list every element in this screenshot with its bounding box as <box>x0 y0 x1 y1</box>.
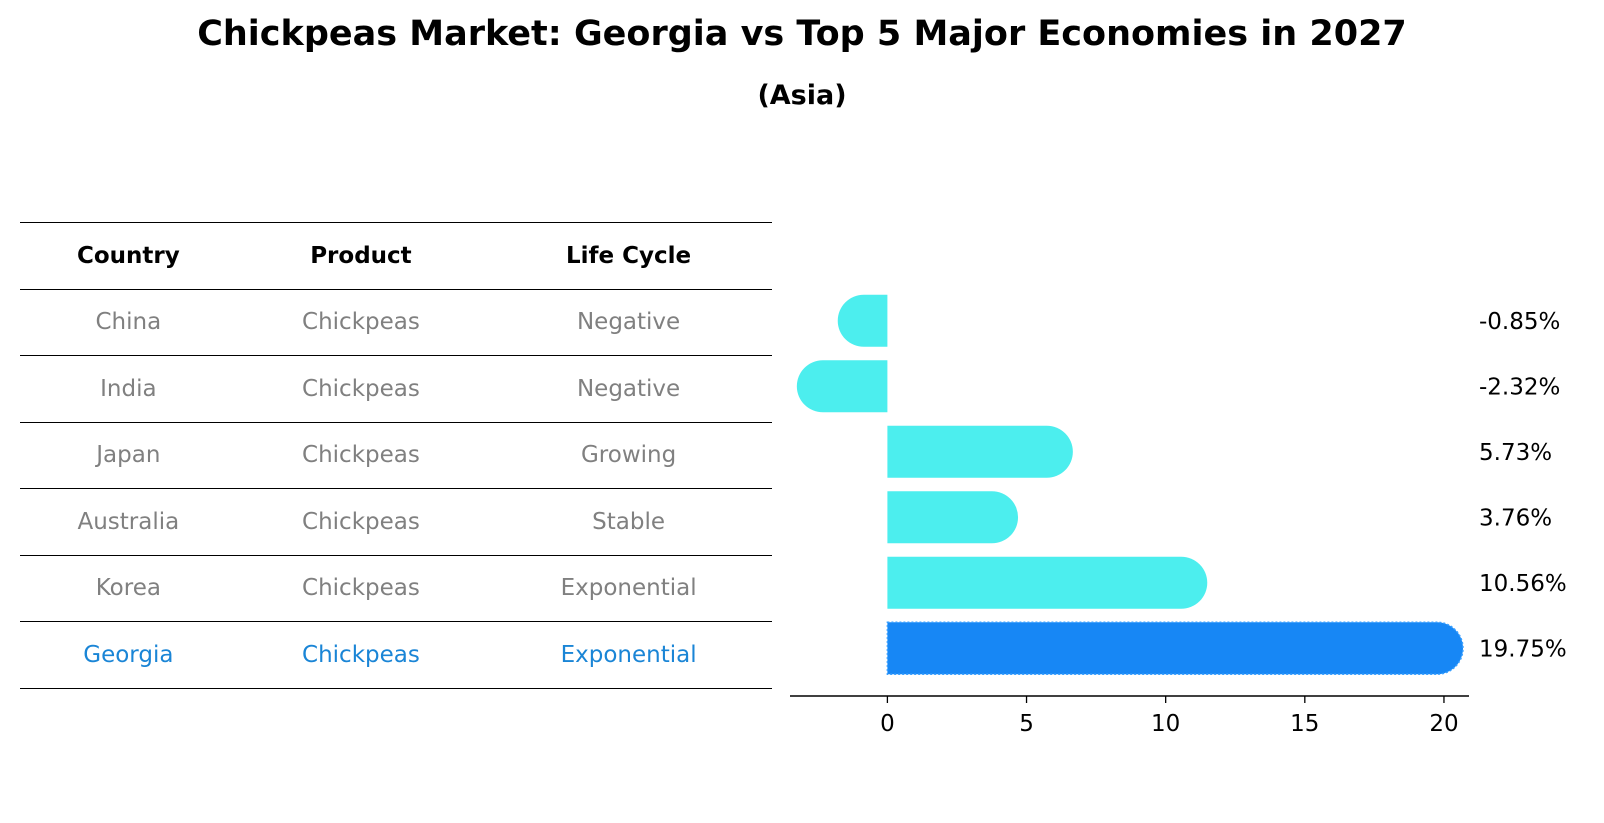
cell-country: China <box>20 288 237 356</box>
value-label: 10.56% <box>1479 571 1567 597</box>
cell-product: Chickpeas <box>236 554 486 622</box>
x-tick-label: 15 <box>1290 711 1319 737</box>
chart-title: Chickpeas Market: Georgia vs Top 5 Major… <box>197 14 1407 54</box>
cell-life-cycle: Exponential <box>485 554 772 622</box>
table-row: Australia Chickpeas Stable <box>20 488 772 555</box>
cell-life-cycle: Exponential <box>485 621 772 689</box>
cell-product: Chickpeas <box>236 621 486 689</box>
x-tick-label: 20 <box>1429 711 1458 737</box>
bar-japan <box>887 425 1073 478</box>
value-label: -0.85% <box>1479 309 1560 335</box>
cell-product: Chickpeas <box>236 355 486 422</box>
x-tick-label: 5 <box>1019 711 1034 737</box>
cell-life-cycle: Growing <box>485 421 772 489</box>
cell-country: Australia <box>20 488 237 555</box>
column-header-country: Country <box>20 222 237 289</box>
cell-product: Chickpeas <box>236 421 486 489</box>
table-row: Japan Chickpeas Growing <box>20 421 772 489</box>
table-row: China Chickpeas Negative <box>20 288 772 356</box>
table-row: India Chickpeas Negative <box>20 355 772 422</box>
chart-subtitle: (Asia) <box>757 80 847 111</box>
cell-life-cycle: Stable <box>485 488 772 555</box>
bar-australia <box>887 491 1019 544</box>
cell-product: Chickpeas <box>236 488 486 555</box>
table-row: Korea Chickpeas Exponential <box>20 554 772 622</box>
value-label: 5.73% <box>1479 440 1552 466</box>
x-tick-label: 0 <box>880 711 895 737</box>
value-label: 3.76% <box>1479 505 1552 531</box>
bar-india <box>796 360 888 413</box>
country-table: Country Product Life Cycle China Chickpe… <box>20 222 772 689</box>
column-header-life-cycle: Life Cycle <box>485 222 772 289</box>
bar-china <box>837 294 888 347</box>
cell-country: Korea <box>20 554 237 622</box>
column-header-product: Product <box>236 222 486 289</box>
cell-life-cycle: Negative <box>485 355 772 422</box>
value-label: -2.32% <box>1479 374 1560 400</box>
cell-country: India <box>20 355 237 422</box>
x-tick-label: 10 <box>1151 711 1180 737</box>
bar-korea <box>887 556 1208 609</box>
table-header-row: Country Product Life Cycle <box>20 222 772 289</box>
cell-country: Japan <box>20 421 237 489</box>
bar-georgia <box>886 621 1464 675</box>
table-row-highlight: Georgia Chickpeas Exponential <box>20 621 772 689</box>
cell-product: Chickpeas <box>236 288 486 356</box>
value-label: 19.75% <box>1479 636 1567 662</box>
cell-country: Georgia <box>20 621 237 689</box>
cell-life-cycle: Negative <box>485 288 772 356</box>
